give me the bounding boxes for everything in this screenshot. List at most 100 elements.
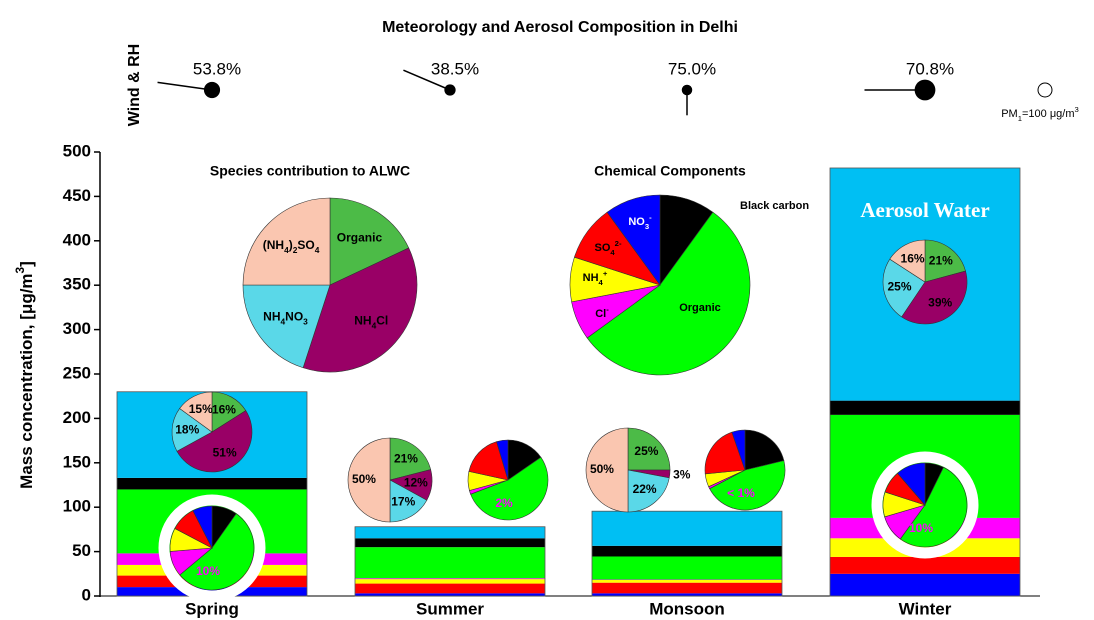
pm1-dot bbox=[203, 81, 221, 99]
alwc-legend-slice bbox=[242, 284, 331, 369]
text-part: ) bbox=[289, 238, 293, 252]
text-part: Organic bbox=[679, 302, 721, 314]
y-tick-label: 200 bbox=[63, 408, 91, 427]
pie-title: Chemical Components bbox=[594, 163, 746, 179]
legend-label: Cl- bbox=[595, 305, 609, 320]
pie-value-label: 16% bbox=[901, 251, 925, 265]
superscript: 3 bbox=[1075, 105, 1079, 114]
text-part: μg/m bbox=[1047, 108, 1075, 120]
met-label: Wind & RH bbox=[126, 44, 143, 127]
text-part: NO bbox=[285, 310, 303, 324]
x-tick-label: Summer bbox=[416, 599, 484, 618]
legend-label: Black carbon bbox=[740, 200, 809, 212]
alwc-slice bbox=[882, 258, 926, 318]
x-tick-label: Monsoon bbox=[649, 599, 725, 618]
rh-label: 70.8% bbox=[906, 59, 954, 78]
pie-value-label: 18% bbox=[175, 423, 199, 437]
subscript: 4 bbox=[281, 317, 286, 327]
alwc-slice bbox=[389, 479, 428, 523]
pie-value-label: 51% bbox=[213, 446, 237, 460]
legend-label: NH4+ bbox=[583, 269, 608, 287]
chem-slice bbox=[470, 456, 549, 521]
rh-label: 75.0% bbox=[668, 59, 716, 78]
pie-value-label: 15% bbox=[189, 402, 213, 416]
pie-value-label: 39% bbox=[928, 295, 952, 309]
subscript: 4 bbox=[372, 321, 377, 331]
bar-segment bbox=[592, 556, 782, 580]
y-tick-label: 500 bbox=[63, 141, 91, 160]
alwc-legend-slice bbox=[302, 247, 418, 373]
text-part: SO bbox=[594, 242, 610, 254]
text-part: SO bbox=[297, 238, 314, 252]
chem-slice bbox=[744, 429, 785, 471]
alwc-slice bbox=[901, 270, 968, 325]
bar-segment bbox=[830, 400, 1020, 415]
bar-segment bbox=[355, 526, 545, 539]
pie-value-label: 16% bbox=[212, 402, 236, 416]
pie-value-label: 21% bbox=[394, 452, 418, 466]
pie-value-label: 50% bbox=[352, 472, 376, 486]
superscript: - bbox=[606, 305, 609, 314]
subscript: 3 bbox=[303, 317, 308, 327]
text-part: NH bbox=[354, 314, 371, 328]
chem-slice bbox=[709, 460, 786, 511]
subscript: 4 bbox=[599, 278, 604, 287]
chem-legend-slice bbox=[606, 194, 661, 286]
alwc-slice bbox=[627, 427, 671, 471]
legend-label: NH4Cl bbox=[354, 314, 388, 331]
chem-slice bbox=[899, 466, 968, 548]
y-tick-label: 150 bbox=[63, 452, 91, 471]
y-tick-label: 250 bbox=[63, 363, 91, 382]
bar-segment bbox=[355, 538, 545, 548]
subscript: 2 bbox=[293, 245, 298, 255]
y-tick-label: 50 bbox=[72, 541, 91, 560]
alwc-slice bbox=[585, 427, 629, 513]
chem-slice bbox=[468, 441, 509, 481]
bar-segment bbox=[355, 593, 545, 596]
pie-title: Species contribution to ALWC bbox=[210, 163, 410, 179]
bar-outline bbox=[829, 167, 1021, 597]
legend-label: NH4NO3 bbox=[263, 310, 308, 327]
bar-segment bbox=[592, 545, 782, 557]
text-part: ] bbox=[17, 261, 36, 267]
superscript: 2- bbox=[615, 239, 622, 248]
text-part: NO bbox=[628, 216, 645, 228]
bar-outline bbox=[591, 510, 783, 597]
pie-value-label: 22% bbox=[633, 482, 657, 496]
text-part: Cl bbox=[376, 314, 388, 328]
alwc-slice bbox=[171, 408, 213, 452]
bar-segment bbox=[592, 593, 782, 596]
cl-share-label: 10% bbox=[196, 564, 220, 578]
bar-segment bbox=[355, 547, 545, 579]
series-label: Aerosol Water bbox=[860, 198, 989, 222]
alwc-legend-slice bbox=[329, 197, 410, 286]
rh-label: 53.8% bbox=[193, 59, 241, 78]
y-tick-label: 100 bbox=[63, 497, 91, 516]
chem-slice bbox=[496, 439, 509, 481]
text-part: Mass concentration, [μg/m bbox=[17, 273, 36, 488]
superscript: + bbox=[603, 269, 608, 278]
pie-value-label: 21% bbox=[929, 253, 953, 267]
alwc-slice bbox=[176, 410, 253, 473]
y-tick-label: 450 bbox=[63, 186, 91, 205]
text-part: Organic bbox=[337, 231, 383, 245]
x-tick-label: Winter bbox=[899, 599, 952, 618]
cl-share-label: 2% bbox=[495, 496, 513, 510]
x-tick-label: Spring bbox=[185, 599, 239, 618]
text-part: = bbox=[1022, 108, 1028, 120]
alwc-slice bbox=[389, 437, 432, 481]
legend-label: SO42- bbox=[594, 239, 621, 257]
legend-label: (NH4)2SO4 bbox=[263, 238, 320, 255]
chart-title: Meteorology and Aerosol Composition in D… bbox=[382, 19, 738, 36]
bar-segment bbox=[592, 582, 782, 594]
alwc-slice bbox=[347, 437, 391, 523]
cl-share-label: 10% bbox=[909, 521, 933, 535]
subscript: 4 bbox=[610, 248, 615, 257]
text-part: Cl bbox=[595, 308, 606, 320]
chem-slice bbox=[192, 505, 213, 549]
bar-segment bbox=[117, 477, 307, 490]
legend-label: NO3- bbox=[628, 213, 652, 231]
superscript: - bbox=[649, 213, 652, 222]
bar-segment bbox=[355, 583, 545, 594]
